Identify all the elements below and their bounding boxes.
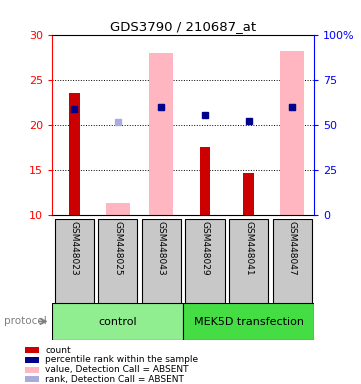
Text: GSM448047: GSM448047 <box>288 222 297 276</box>
Text: MEK5D transfection: MEK5D transfection <box>193 316 304 327</box>
Text: control: control <box>99 316 137 327</box>
Bar <box>25 357 39 363</box>
Bar <box>243 173 254 215</box>
Text: GSM448041: GSM448041 <box>244 222 253 276</box>
Bar <box>280 51 304 215</box>
Bar <box>106 203 130 215</box>
Text: GSM448043: GSM448043 <box>157 222 166 276</box>
Text: rank, Detection Call = ABSENT: rank, Detection Call = ABSENT <box>45 375 184 384</box>
Bar <box>25 376 39 382</box>
Text: GSM448029: GSM448029 <box>200 222 209 276</box>
Title: GDS3790 / 210687_at: GDS3790 / 210687_at <box>110 20 256 33</box>
Text: protocol: protocol <box>4 316 46 326</box>
Bar <box>55 219 94 303</box>
Text: percentile rank within the sample: percentile rank within the sample <box>45 356 199 364</box>
Bar <box>183 303 314 340</box>
Text: count: count <box>45 346 71 355</box>
Bar <box>142 219 181 303</box>
Bar <box>25 347 39 353</box>
Text: value, Detection Call = ABSENT: value, Detection Call = ABSENT <box>45 365 189 374</box>
Bar <box>186 219 225 303</box>
Bar <box>52 303 183 340</box>
Bar <box>200 147 210 215</box>
Bar <box>273 219 312 303</box>
Bar <box>229 219 268 303</box>
Bar <box>149 53 173 215</box>
Bar <box>69 93 80 215</box>
Bar <box>25 366 39 372</box>
Bar <box>98 219 138 303</box>
Text: GSM448023: GSM448023 <box>70 222 79 276</box>
Text: GSM448025: GSM448025 <box>113 222 122 276</box>
